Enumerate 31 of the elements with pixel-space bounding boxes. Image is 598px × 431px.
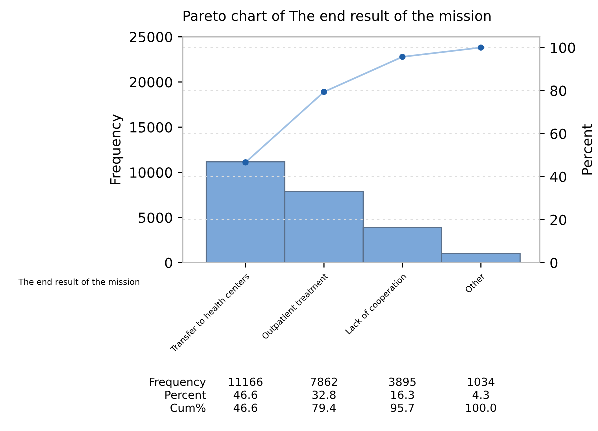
x-axis-title: The end result of the mission — [18, 278, 140, 286]
y2-tick-label: 60 — [550, 128, 566, 140]
y-tick-label: 10000 — [130, 168, 172, 178]
y2-tick-label: 0 — [550, 258, 558, 268]
text: 16.3 — [392, 390, 414, 400]
y2-tick-label: 80 — [550, 86, 566, 96]
text: 32.8 — [312, 390, 336, 400]
y-tick-label: 0 — [165, 258, 172, 268]
y-tick-label: 5000 — [138, 212, 172, 224]
text: Frequency — [150, 378, 206, 388]
data-label: 46.6 — [234, 404, 258, 412]
y-tick-label: 20000 — [130, 77, 172, 88]
y2-axis-title: Percent — [582, 124, 593, 175]
chart-title: Pareto chart of The end result of the mission — [184, 10, 491, 22]
y2-tick-label: 20 — [550, 214, 566, 226]
y2-tick-label: 100 — [551, 42, 576, 54]
data-label: 3895 — [389, 378, 416, 386]
data-label: 79.4 — [312, 404, 336, 412]
y2-tick-label: 40 — [550, 172, 566, 182]
data-label: 11166 — [229, 378, 263, 386]
data-label: 1034 — [468, 378, 495, 386]
data-label: 100.0 — [466, 404, 496, 412]
text: 4.3 — [472, 390, 490, 400]
text: Percent — [166, 390, 206, 400]
y-axis-title: Frequency — [110, 114, 124, 184]
data-label: 7862 — [310, 378, 338, 386]
y-tick-label: 15000 — [130, 122, 172, 133]
text: Cum% — [170, 404, 206, 412]
y-tick-label: 25000 — [130, 32, 172, 43]
text: 46.6 — [234, 390, 258, 400]
data-label: 95.7 — [391, 404, 414, 412]
